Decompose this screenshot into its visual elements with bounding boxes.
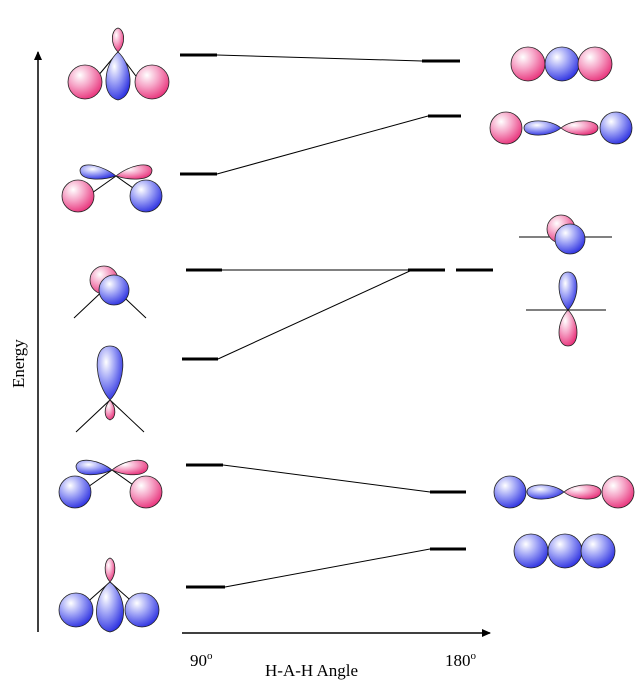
energy-axis-label: Energy — [9, 339, 28, 388]
linear-orbital-4 — [526, 271, 606, 347]
h-orbital-left — [58, 475, 92, 509]
bent-orbital-3 — [73, 265, 147, 319]
p-lobe-small — [104, 399, 116, 421]
bent-orbital-4 — [75, 345, 145, 433]
p-lobe-large — [105, 51, 131, 101]
bent-orbital-2 — [61, 164, 163, 213]
linear-orbital-3 — [519, 214, 612, 255]
p-lobe-right — [111, 459, 149, 476]
p-lobe-front — [98, 274, 130, 306]
correlation-lines — [180, 53, 493, 589]
linear-orbital-2 — [489, 111, 633, 145]
linear-orbital-6 — [513, 533, 616, 569]
h-orbital-left — [67, 64, 103, 100]
correlation-line-6 — [224, 548, 431, 588]
p-lobe-small — [111, 27, 125, 53]
correlation-line-1 — [216, 54, 423, 62]
angle-start-label: 90o — [190, 650, 213, 670]
linear-orbital-1 — [510, 46, 613, 82]
h-orbital-right — [129, 179, 163, 213]
p-lobe-large — [96, 345, 124, 401]
h-orbital-right — [134, 64, 170, 100]
angle-end-label: 180o — [445, 650, 477, 670]
p-lobe-right — [115, 164, 153, 180]
h-orbital-left — [58, 592, 94, 628]
p-lobe-left — [75, 459, 113, 476]
bent-orbital-5 — [58, 459, 163, 509]
linear-orbital-5 — [493, 475, 635, 509]
h-orbital-right — [129, 475, 163, 509]
bent-orbital-1 — [67, 27, 170, 101]
p-lobe-left — [79, 164, 117, 180]
correlation-line-2 — [216, 115, 429, 175]
h-orbital-right — [124, 592, 160, 628]
p-lobe-large — [96, 581, 124, 633]
bent-orbital-6 — [58, 557, 160, 633]
correlation-line-5 — [222, 464, 431, 493]
p-lobe-small — [104, 557, 116, 583]
correlation-line-4 — [217, 269, 413, 360]
angle-axis-label: H-A-H Angle — [265, 661, 358, 680]
h-orbital-left — [61, 179, 95, 213]
